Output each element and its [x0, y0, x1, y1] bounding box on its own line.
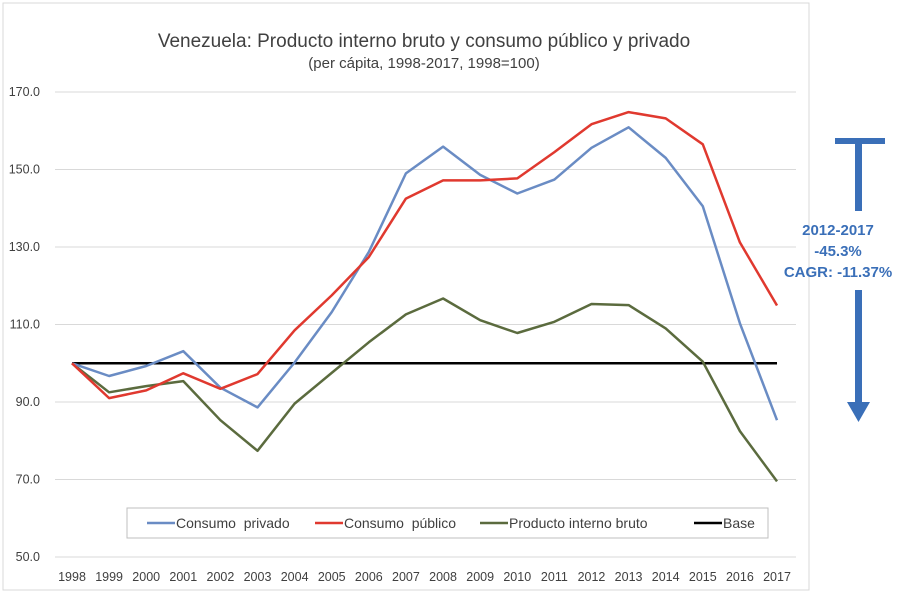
series-line-producto-interno-bruto — [71, 297, 779, 483]
x-tick-label: 2012 — [578, 570, 606, 584]
x-tick-label: 2006 — [355, 570, 383, 584]
x-tick-label: 1999 — [95, 570, 123, 584]
x-tick-label: 2002 — [207, 570, 235, 584]
chart-title: Venezuela: Producto interno bruto y cons… — [158, 31, 690, 52]
y-tick-label: 130.0 — [9, 240, 40, 254]
chart-border — [2, 2, 810, 591]
x-tick-label: 2004 — [281, 570, 309, 584]
x-tick-label: 2003 — [244, 570, 272, 584]
series-line-consumo-privado — [71, 126, 779, 421]
legend-label: Producto interno bruto — [509, 515, 648, 531]
x-tick-label: 2008 — [429, 570, 457, 584]
x-tick-label: 2014 — [652, 570, 680, 584]
legend-box — [126, 507, 769, 539]
series-line-consumo-público — [71, 110, 779, 400]
legend-label: Consumo privado — [176, 515, 290, 531]
x-tick-label: 1998 — [58, 570, 86, 584]
x-tick-label: 2000 — [132, 570, 160, 584]
x-tick-label: 2009 — [466, 570, 494, 584]
legend-label: Base — [723, 515, 755, 531]
x-tick-label: 2013 — [615, 570, 643, 584]
x-tick-label: 2010 — [503, 570, 531, 584]
annotation-stem-bottom — [855, 290, 862, 402]
x-axis-ticks: 1998 1999 2000 2001 2002 2003 2004 2005 2006 2007… — [58, 570, 791, 584]
y-tick-label: 70.0 — [16, 473, 40, 487]
x-tick-label: 2001 — [169, 570, 197, 584]
chart-subtitle: (per cápita, 1998-2017, 1998=100) — [308, 55, 539, 72]
legend-item-consumo-publico: Consumo público — [315, 515, 456, 531]
decline-annotation: 2012-2017 -45.3% CAGR: -11.37% — [784, 138, 892, 422]
series-lines — [71, 110, 779, 483]
legend: Consumo privado Consumo público Producto… — [126, 507, 769, 539]
annotation-change: -45.3% — [814, 243, 862, 260]
y-axis-ticks: 50.0 70.0 90.0 110.0 130.0 150.0 170.0 — [9, 85, 40, 564]
x-tick-label: 2015 — [689, 570, 717, 584]
annotation-cagr: CAGR: -11.37% — [784, 264, 892, 281]
y-tick-label: 110.0 — [10, 318, 40, 332]
x-tick-label: 2017 — [763, 570, 791, 584]
legend-label: Consumo público — [344, 515, 456, 531]
annotation-period: 2012-2017 — [802, 222, 874, 239]
x-tick-label: 2007 — [392, 570, 420, 584]
x-tick-label: 2011 — [541, 570, 568, 584]
x-tick-label: 2016 — [726, 570, 754, 584]
y-tick-label: 90.0 — [16, 395, 40, 409]
down-arrow-icon — [847, 402, 870, 422]
y-tick-label: 150.0 — [9, 163, 40, 177]
y-tick-label: 170.0 — [9, 85, 40, 99]
x-tick-label: 2005 — [318, 570, 346, 584]
legend-item-pib: Producto interno bruto — [480, 515, 648, 531]
y-tick-label: 50.0 — [16, 550, 40, 564]
legend-item-base: Base — [694, 515, 755, 531]
gridlines — [55, 91, 796, 558]
legend-item-consumo-privado: Consumo privado — [147, 515, 290, 531]
annotation-stem-top — [855, 138, 862, 211]
